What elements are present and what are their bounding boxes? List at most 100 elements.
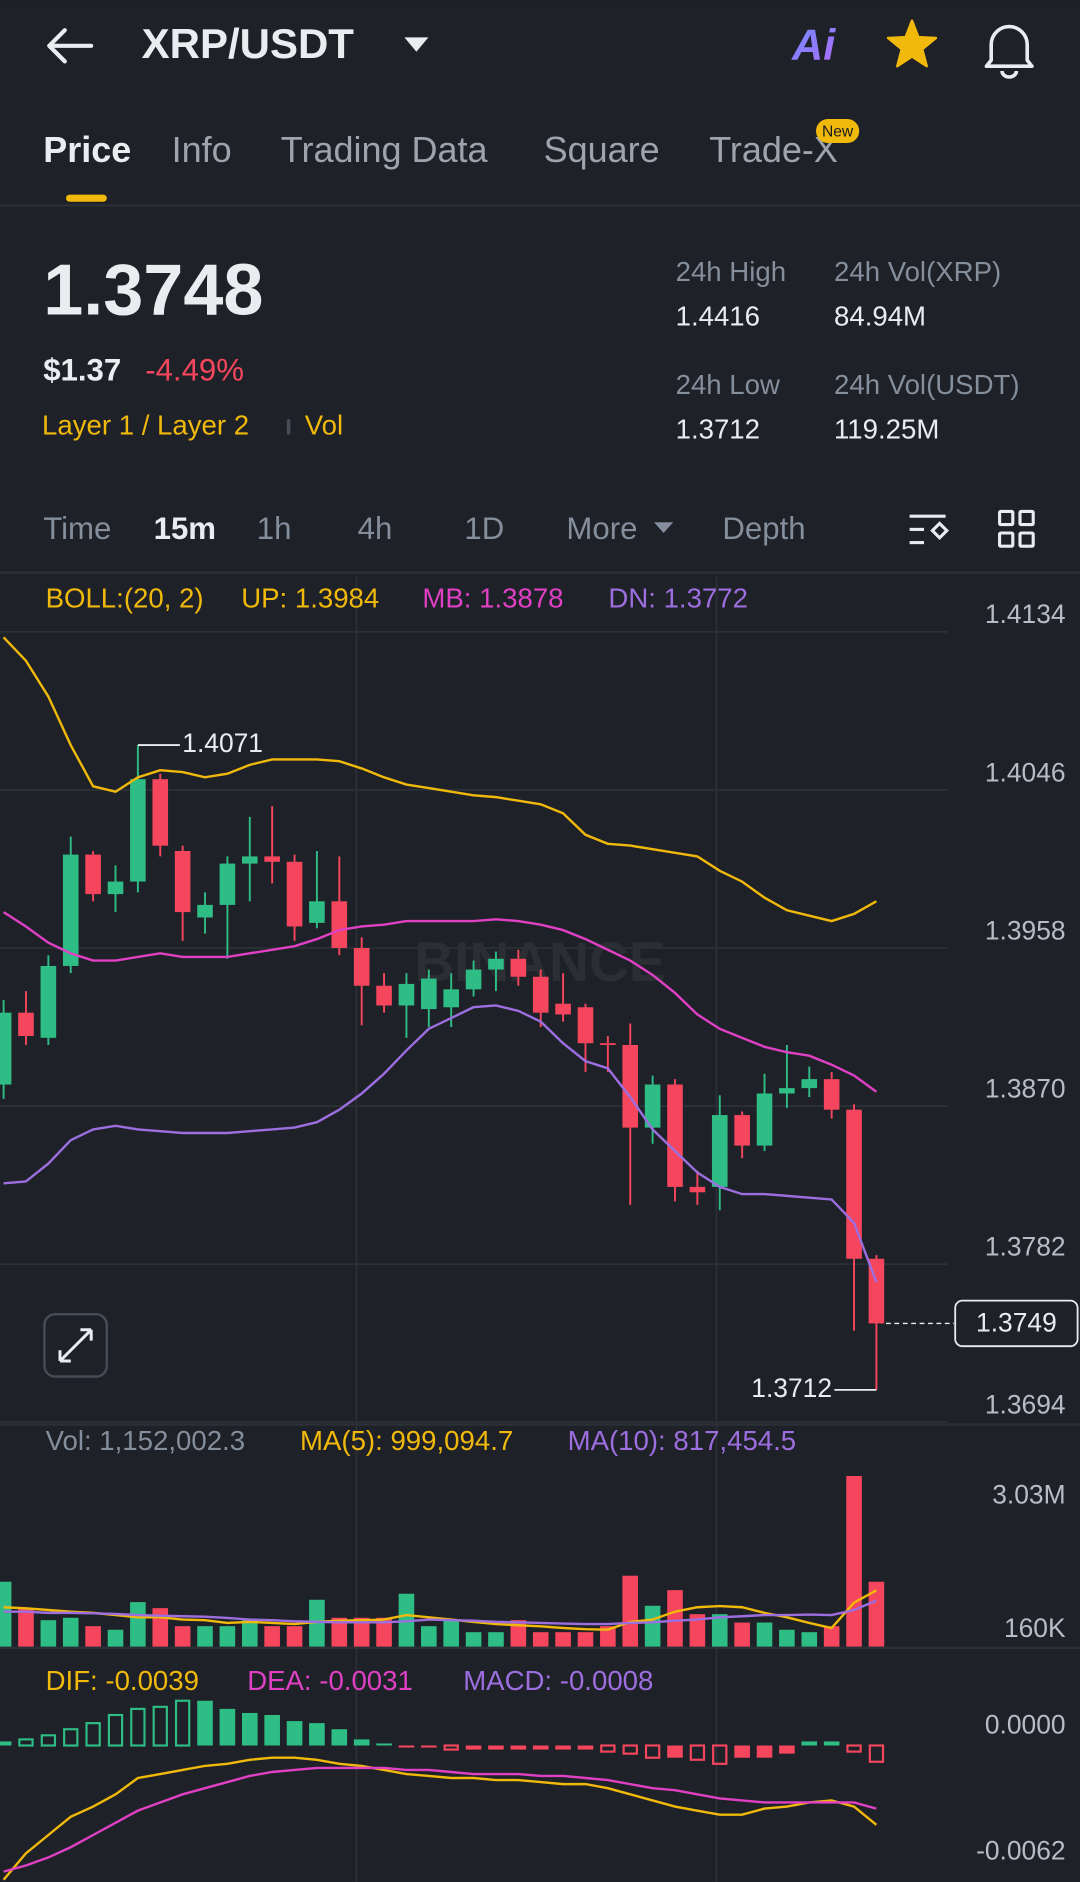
bar — [130, 1707, 146, 1747]
bar — [353, 1617, 370, 1647]
fiat-price: $1.37 — [43, 352, 121, 387]
pair-caret[interactable] — [404, 37, 429, 52]
bar — [197, 1700, 213, 1746]
stat-value: 1.3712 — [676, 413, 760, 444]
y-tick-label: 1.3870 — [985, 1073, 1066, 1103]
candle-body — [779, 1088, 795, 1094]
interval[interactable]: 1D — [464, 511, 504, 546]
indicator-line — [3, 1589, 877, 1631]
bar — [622, 1575, 639, 1647]
bar — [18, 1738, 34, 1747]
tab[interactable]: Info — [172, 129, 232, 170]
ai-button[interactable]: Ai — [791, 22, 836, 70]
bar — [264, 1714, 280, 1746]
new-badge — [816, 119, 860, 143]
legend-entry: Vol: 1,152,002.3 — [46, 1425, 245, 1456]
stat-label: 24h Vol(XRP) — [834, 256, 1001, 287]
candle-body — [600, 1043, 616, 1046]
favorite-star[interactable] — [886, 19, 938, 68]
bar — [532, 1632, 549, 1647]
bar — [376, 1617, 392, 1647]
last-price-label: 1.3749 — [976, 1308, 1057, 1338]
bar — [779, 1745, 795, 1754]
last-price: 1.3748 — [43, 250, 263, 330]
chart-settings-icon[interactable] — [909, 514, 950, 545]
y-tick-label: 160K — [1004, 1613, 1066, 1643]
candle-body — [18, 1012, 34, 1037]
bar — [555, 1632, 571, 1647]
high-marker-label: 1.4071 — [182, 728, 263, 758]
candle-body — [40, 965, 57, 1038]
candle-body — [555, 1003, 571, 1015]
bar — [219, 1708, 236, 1746]
bar — [309, 1599, 325, 1647]
back-button[interactable] — [47, 28, 94, 64]
stat-label: 24h Low — [676, 369, 780, 400]
price-change: -4.49% — [145, 352, 244, 387]
bar — [465, 1632, 482, 1647]
candle-body — [443, 989, 459, 1008]
legend-entry: DIF: -0.0039 — [46, 1665, 199, 1696]
low-marker-label: 1.3712 — [751, 1373, 832, 1403]
tab[interactable]: Trading Data — [281, 129, 489, 170]
y-tick-label: -0.0062 — [976, 1835, 1066, 1865]
interval[interactable]: 15m — [154, 511, 216, 546]
tag[interactable]: Layer 1 / Layer 2 — [42, 410, 249, 441]
interval[interactable]: 4h — [358, 511, 393, 546]
bar — [689, 1744, 706, 1761]
bar — [18, 1608, 34, 1647]
interval[interactable]: Time — [43, 511, 111, 546]
tag[interactable]: Vol — [305, 410, 343, 441]
bar — [801, 1632, 818, 1647]
bar — [353, 1739, 370, 1746]
bar — [443, 1620, 459, 1647]
pair-title[interactable]: XRP/USDT — [142, 20, 355, 67]
bar — [555, 1745, 571, 1750]
candle-body — [756, 1093, 773, 1146]
bar — [510, 1745, 527, 1750]
candle-body — [264, 856, 280, 862]
candle-body — [734, 1115, 750, 1146]
candle-body — [107, 881, 124, 895]
bar — [712, 1744, 728, 1765]
alert-bell[interactable] — [984, 24, 1034, 79]
candle-body — [577, 1007, 594, 1044]
bar — [756, 1745, 773, 1758]
candle-body — [465, 969, 482, 990]
tab[interactable]: Price — [43, 129, 131, 170]
y-tick-label: 1.3782 — [985, 1232, 1066, 1262]
y-tick-label: 3.03M — [992, 1480, 1065, 1510]
legend-entry: MA(10): 817,454.5 — [568, 1425, 797, 1456]
bar — [846, 1744, 862, 1753]
bar — [577, 1745, 594, 1750]
tab-indicator — [66, 194, 107, 202]
bar — [421, 1745, 437, 1748]
bar — [331, 1729, 348, 1746]
candle-body — [62, 854, 79, 966]
bar — [823, 1626, 840, 1647]
interval[interactable]: 1h — [257, 511, 292, 546]
tab[interactable]: Trade-X — [709, 129, 838, 170]
new-badge-text: New — [822, 123, 854, 140]
layout-icon[interactable] — [998, 509, 1035, 548]
bar — [510, 1620, 527, 1647]
interval[interactable]: More — [566, 511, 637, 546]
bar — [241, 1712, 258, 1746]
bar — [488, 1632, 504, 1647]
indicator-line — [3, 1004, 878, 1283]
candle-body — [801, 1079, 818, 1089]
tab[interactable]: Square — [544, 129, 660, 170]
candle-body — [152, 779, 169, 846]
candle-body — [711, 1115, 728, 1187]
bar — [868, 1581, 885, 1647]
interval[interactable]: Depth — [722, 511, 805, 546]
candle-body — [353, 948, 370, 986]
bar — [62, 1617, 79, 1647]
interval-bar: Time 15m 1h 4h 1D More Depth — [43, 511, 805, 546]
bar — [309, 1723, 325, 1746]
stat-label: 24h Vol(USDT) — [834, 369, 1020, 400]
bar — [152, 1705, 168, 1747]
candle-body — [219, 863, 236, 905]
more-caret[interactable] — [654, 522, 674, 533]
bar — [376, 1743, 392, 1746]
